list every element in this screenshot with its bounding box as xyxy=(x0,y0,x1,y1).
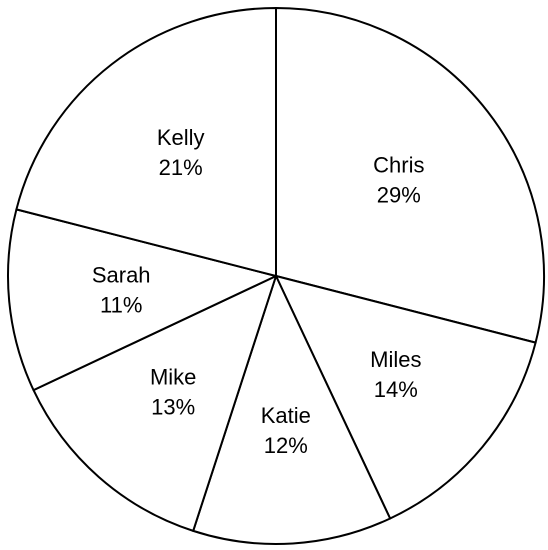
pie-slice-miles xyxy=(275,275,537,520)
pie-slices xyxy=(7,7,545,545)
pie-slice-mike xyxy=(32,275,277,532)
slice-label-sarah: Sarah xyxy=(92,263,151,288)
slice-label-chris: Chris xyxy=(373,153,424,178)
pie-slice-kelly xyxy=(15,7,277,277)
slice-label-kelly: Kelly xyxy=(157,125,205,150)
slice-label-katie: Katie xyxy=(261,403,311,428)
slice-label-mike: Mike xyxy=(150,365,196,390)
slice-value-label-kelly: 21% xyxy=(159,155,203,180)
slice-label-miles: Miles xyxy=(370,347,421,372)
pie-slice-sarah xyxy=(7,208,277,392)
slice-value-label-sarah: 11% xyxy=(100,293,142,318)
slice-value-label-katie: 12% xyxy=(264,433,308,458)
pie-labels: Chris 29% Miles 14% Katie 12% Mike 13% Sarah 11% K… xyxy=(92,125,425,458)
pie-slice-chris xyxy=(275,7,545,344)
slice-value-label-mike: 13% xyxy=(151,395,195,420)
slice-value-label-chris: 29% xyxy=(377,183,421,208)
slice-value-label-miles: 14% xyxy=(374,377,418,402)
pie-slice-katie xyxy=(192,275,392,545)
